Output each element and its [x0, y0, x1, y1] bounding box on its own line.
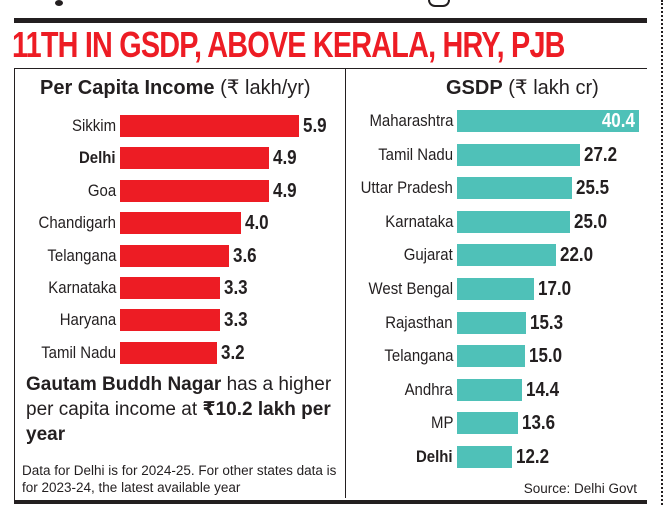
gsdp-value-label: 17.0: [538, 278, 572, 300]
note-bold-value: ₹10.2 lakh per year: [26, 399, 331, 445]
headline: 11TH IN GSDP, ABOVE KERALA, HRY, PJB: [12, 24, 565, 65]
note-bold-district: Gautam Buddh Nagar: [26, 374, 222, 395]
gsdp-category-label: Andhra: [404, 379, 453, 399]
source-credit: Source: Delhi Govt: [523, 481, 637, 496]
pci-bar: [120, 212, 241, 235]
gsdp-category-label: Tamil Nadu: [378, 144, 453, 164]
gsdp-bar: [457, 244, 556, 267]
pci-value-label: 4.9: [273, 179, 297, 202]
note-text: has a higher per capita income at: [26, 374, 332, 420]
gsdp-bar: [457, 177, 572, 200]
gsdp-category-label: Delhi: [416, 447, 453, 466]
gsdp-bar: [457, 412, 518, 435]
pci-value-label: 3.3: [224, 277, 248, 299]
gsdp-value-label: 40.4: [601, 110, 635, 132]
pci-chart-title: Per Capita Income (₹ lakh/yr): [40, 76, 311, 100]
gsdp-title-unit: (₹ lakh cr): [508, 77, 599, 99]
masthead-fragment-right: [428, 0, 450, 7]
gsdp-bar: [457, 210, 570, 233]
pci-category-label: Sikkim: [71, 116, 116, 135]
gsdp-value-label: 22.0: [560, 244, 594, 267]
gsdp-category-label: Karnataka: [384, 211, 453, 231]
pci-category-label: Tamil Nadu: [41, 342, 116, 362]
pci-bar: [120, 341, 217, 364]
gsdp-category-label: Uttar Pradesh: [360, 178, 453, 198]
pci-bar: [120, 115, 299, 137]
gsdp-value-label: 25.0: [574, 210, 608, 233]
gsdp-bar: [457, 311, 526, 334]
panel-divider: [345, 68, 346, 498]
pci-category-label: Chandigarh: [38, 213, 116, 233]
gsdp-chart-title: GSDP (₹ lakh cr): [446, 76, 599, 100]
pci-title-unit: (₹ lakh/yr): [220, 77, 311, 99]
gsdp-category-label: Maharashtra: [369, 111, 453, 130]
gsdp-bar: [457, 278, 534, 300]
gsdp-bar: [457, 143, 580, 166]
gsdp-value-label: 15.0: [529, 345, 563, 368]
headline-rule: [14, 18, 647, 23]
frame-left-border: [14, 68, 15, 502]
column-separator-dotted: [661, 0, 663, 505]
gsdp-bar: [457, 378, 522, 401]
gsdp-value-label: 12.2: [516, 446, 550, 468]
masthead-fragment-left: [55, 0, 63, 6]
gsdp-value-label: 27.2: [584, 143, 618, 166]
gautam-buddh-nagar-note: Gautam Buddh Nagar has a higher per capi…: [26, 372, 336, 447]
pci-value-label: 4.9: [273, 147, 297, 170]
gsdp-bar: [457, 110, 639, 132]
pci-category-label: Karnataka: [47, 278, 116, 297]
gsdp-category-label: Gujarat: [403, 245, 453, 265]
gsdp-value-label: 25.5: [576, 177, 610, 200]
pci-bar: [120, 244, 229, 267]
frame-top-border: [14, 68, 647, 69]
pci-category-label: Haryana: [59, 310, 116, 330]
pci-value-label: 4.0: [245, 212, 269, 235]
gsdp-category-label: Rajasthan: [385, 312, 453, 332]
pci-bar: [120, 277, 220, 299]
gsdp-bar: [457, 446, 512, 468]
pci-value-label: 3.2: [221, 341, 245, 364]
gsdp-category-label: West Bengal: [368, 279, 453, 298]
gsdp-value-label: 15.3: [530, 311, 564, 334]
pci-bar: [120, 147, 269, 170]
gsdp-value-label: 14.4: [526, 378, 560, 401]
frame-bottom-border: [14, 500, 647, 504]
pci-category-label: Goa: [87, 180, 116, 200]
pci-category-label: Delhi: [79, 148, 116, 168]
gsdp-category-label: Telangana: [383, 346, 453, 366]
gsdp-bar: [457, 345, 525, 368]
pci-bar: [120, 179, 269, 202]
gsdp-title-main: GSDP: [446, 77, 503, 99]
footnote: Data for Delhi is for 2024-25. For other…: [22, 463, 337, 495]
pci-value-label: 5.9: [303, 115, 327, 137]
gsdp-value-label: 13.6: [522, 412, 556, 435]
pci-value-label: 3.3: [224, 309, 248, 332]
gsdp-category-label: MP: [430, 413, 453, 433]
pci-category-label: Telangana: [46, 245, 116, 265]
pci-value-label: 3.6: [233, 244, 257, 267]
pci-bar: [120, 309, 220, 332]
pci-title-main: Per Capita Income: [40, 77, 215, 99]
